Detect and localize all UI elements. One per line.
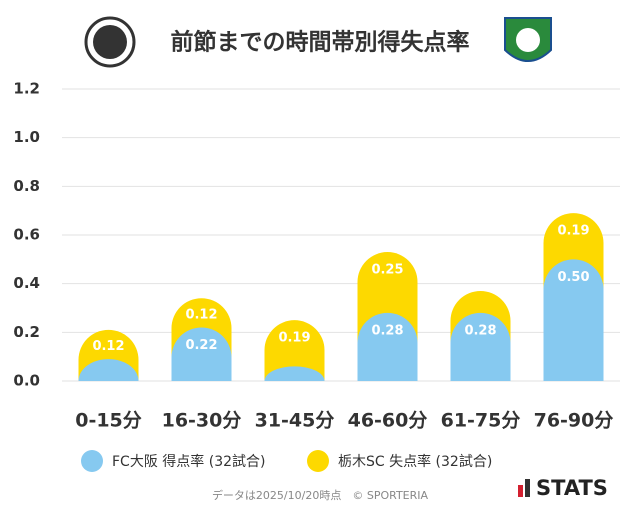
legend-label: 栃木SC 失点率 (32試合) <box>338 453 492 470</box>
footnote: データは2025/10/20時点 © SPORTERIA <box>212 488 429 502</box>
x-tick-label: 46-60分 <box>348 410 428 432</box>
chart-title: 前節までの時間帯別得失点率 <box>171 29 470 56</box>
y-tick-label: 1.0 <box>13 128 40 146</box>
x-tick-label: 16-30分 <box>162 410 242 432</box>
y-tick-label: 0.8 <box>13 177 40 195</box>
legend-label: FC大阪 得点率 (32試合) <box>112 453 265 470</box>
value-label: 0.28 <box>464 323 496 338</box>
y-tick-label: 0.6 <box>13 226 40 244</box>
bar-segment <box>543 259 604 381</box>
bar-segment <box>264 366 325 381</box>
brand-logo: STATS <box>518 476 608 500</box>
brand: STATS <box>536 476 608 500</box>
value-label: 0.28 <box>371 323 403 338</box>
bar-segment <box>264 320 325 381</box>
team-logo-left <box>84 16 136 68</box>
y-tick-label: 1.2 <box>13 80 40 98</box>
bar-segment <box>357 312 418 381</box>
value-label: 0.19 <box>278 331 310 346</box>
y-tick-label: 0.4 <box>13 274 40 292</box>
value-label: 0.50 <box>557 270 589 285</box>
y-tick-label: 0.2 <box>13 323 40 341</box>
team-logo-right <box>504 17 552 62</box>
bar-segment <box>450 312 511 381</box>
value-label: 0.12 <box>185 307 217 322</box>
legend-swatch <box>307 450 329 472</box>
legend-swatch <box>81 450 103 472</box>
value-label: 0.25 <box>371 263 403 278</box>
bar-segment <box>171 327 232 381</box>
x-tick-label: 31-45分 <box>255 410 335 432</box>
x-tick-label: 76-90分 <box>534 410 614 432</box>
bar-segment <box>78 359 139 381</box>
value-label: 0.12 <box>92 339 124 354</box>
y-tick-label: 0.0 <box>13 372 40 390</box>
x-tick-label: 61-75分 <box>441 410 521 432</box>
value-label: 0.19 <box>557 224 589 239</box>
value-label: 0.22 <box>185 338 217 353</box>
x-tick-label: 0-15分 <box>75 410 142 432</box>
